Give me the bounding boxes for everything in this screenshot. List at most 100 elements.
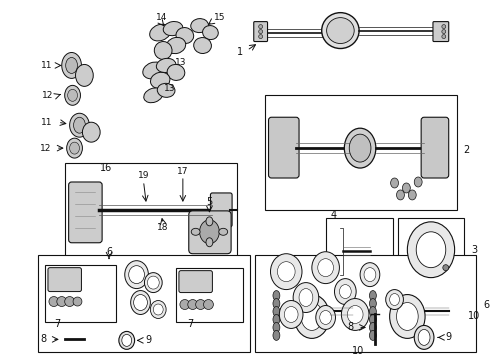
Text: 12: 12 <box>40 144 51 153</box>
Ellipse shape <box>156 58 176 72</box>
Text: 8: 8 <box>41 334 47 345</box>
Ellipse shape <box>150 72 170 89</box>
Ellipse shape <box>176 28 194 44</box>
Ellipse shape <box>66 58 77 73</box>
FancyBboxPatch shape <box>254 22 268 41</box>
Text: 14: 14 <box>155 13 167 22</box>
Text: 10: 10 <box>352 346 364 356</box>
Ellipse shape <box>340 285 351 298</box>
Ellipse shape <box>82 122 100 142</box>
Circle shape <box>49 297 59 306</box>
Text: 4: 4 <box>330 210 337 220</box>
Bar <box>176 268 243 323</box>
Ellipse shape <box>273 298 280 309</box>
FancyBboxPatch shape <box>179 271 212 293</box>
Ellipse shape <box>157 84 175 97</box>
Text: 16: 16 <box>100 163 112 173</box>
Ellipse shape <box>369 291 376 301</box>
Ellipse shape <box>194 37 211 54</box>
Bar <box>265 95 457 210</box>
Ellipse shape <box>369 315 376 324</box>
Text: 11: 11 <box>41 118 53 127</box>
Text: 9: 9 <box>446 332 452 342</box>
Text: 15: 15 <box>214 13 225 22</box>
Ellipse shape <box>167 64 185 80</box>
Ellipse shape <box>191 228 200 235</box>
Bar <box>38 255 250 352</box>
Ellipse shape <box>318 259 334 276</box>
Ellipse shape <box>70 142 79 154</box>
Ellipse shape <box>414 325 434 349</box>
Text: 2: 2 <box>464 145 470 155</box>
Bar <box>255 255 476 352</box>
Ellipse shape <box>273 306 280 316</box>
Ellipse shape <box>273 315 280 324</box>
Text: 9: 9 <box>146 336 151 345</box>
Ellipse shape <box>342 298 369 330</box>
Bar <box>326 218 392 283</box>
Ellipse shape <box>122 334 132 346</box>
Ellipse shape <box>301 302 323 330</box>
Ellipse shape <box>143 62 164 79</box>
Text: 10: 10 <box>468 311 481 321</box>
Ellipse shape <box>402 183 410 193</box>
Ellipse shape <box>349 134 371 162</box>
Ellipse shape <box>129 266 145 284</box>
Ellipse shape <box>369 330 376 340</box>
Ellipse shape <box>360 263 380 287</box>
Text: 13: 13 <box>175 58 187 67</box>
Ellipse shape <box>191 19 208 33</box>
Ellipse shape <box>284 306 298 323</box>
Ellipse shape <box>134 294 147 310</box>
Text: 13: 13 <box>164 84 176 93</box>
Ellipse shape <box>391 178 398 188</box>
Ellipse shape <box>163 22 183 36</box>
Ellipse shape <box>119 332 135 349</box>
Ellipse shape <box>206 238 213 247</box>
Ellipse shape <box>369 306 376 316</box>
Ellipse shape <box>299 289 313 306</box>
Ellipse shape <box>408 190 416 200</box>
Ellipse shape <box>70 113 89 137</box>
Text: 6: 6 <box>106 247 112 257</box>
Ellipse shape <box>396 302 418 330</box>
Circle shape <box>196 300 205 310</box>
Circle shape <box>442 30 446 33</box>
Ellipse shape <box>396 190 404 200</box>
Ellipse shape <box>335 279 356 305</box>
Ellipse shape <box>390 293 399 306</box>
Ellipse shape <box>68 89 77 101</box>
Ellipse shape <box>166 37 186 54</box>
Text: 12: 12 <box>42 91 53 100</box>
Circle shape <box>443 265 449 271</box>
FancyBboxPatch shape <box>433 22 449 41</box>
Ellipse shape <box>67 138 82 158</box>
Ellipse shape <box>131 291 150 315</box>
Text: 19: 19 <box>138 171 149 180</box>
Text: 7: 7 <box>188 319 194 329</box>
Ellipse shape <box>144 88 163 103</box>
Ellipse shape <box>150 301 166 319</box>
Circle shape <box>180 300 190 310</box>
Text: 11: 11 <box>41 61 53 70</box>
Ellipse shape <box>407 222 455 278</box>
Text: 3: 3 <box>471 245 477 255</box>
Circle shape <box>259 35 263 39</box>
Ellipse shape <box>418 329 430 345</box>
Ellipse shape <box>312 252 340 284</box>
Ellipse shape <box>219 228 228 235</box>
Ellipse shape <box>327 18 354 44</box>
Ellipse shape <box>62 53 81 78</box>
Ellipse shape <box>65 85 80 105</box>
Circle shape <box>65 297 74 306</box>
Ellipse shape <box>273 323 280 332</box>
Bar <box>45 265 116 323</box>
FancyBboxPatch shape <box>48 268 81 292</box>
FancyBboxPatch shape <box>269 117 299 178</box>
Ellipse shape <box>270 254 302 289</box>
Ellipse shape <box>125 261 148 289</box>
Ellipse shape <box>149 24 171 41</box>
Circle shape <box>188 300 197 310</box>
Ellipse shape <box>153 304 163 315</box>
Ellipse shape <box>364 268 376 282</box>
